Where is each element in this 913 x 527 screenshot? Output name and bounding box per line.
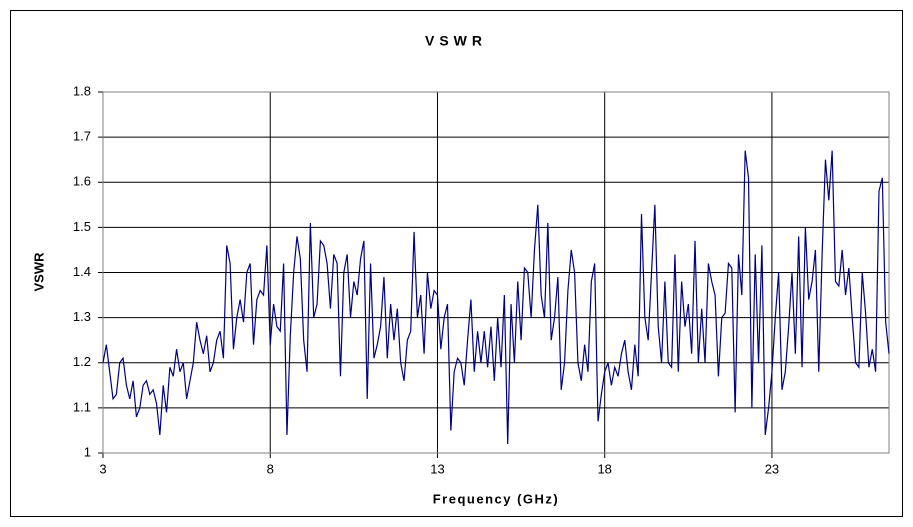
y-tick-label: 1.2 bbox=[73, 354, 91, 369]
y-tick-label: 1.1 bbox=[73, 399, 91, 414]
y-tick-label: 1.7 bbox=[73, 129, 91, 144]
x-tick-label: 23 bbox=[765, 461, 779, 476]
plot-border bbox=[102, 91, 890, 454]
y-axis-label: VSWR bbox=[31, 252, 46, 292]
data-line bbox=[102, 150, 890, 444]
y-tick-label: 1.8 bbox=[73, 83, 91, 98]
y-tick-label: 1.3 bbox=[73, 309, 91, 324]
y-tick-label: 1.6 bbox=[73, 174, 91, 189]
x-tick-label: 13 bbox=[430, 461, 444, 476]
x-tick-label: 18 bbox=[597, 461, 611, 476]
chart-border bbox=[10, 10, 903, 517]
y-tick-label: 1 bbox=[84, 444, 91, 459]
chart-title: VSWR bbox=[425, 33, 487, 49]
x-tick-label: 8 bbox=[267, 461, 274, 476]
y-tick-label: 1.5 bbox=[73, 219, 91, 234]
x-tick-label: 3 bbox=[99, 461, 106, 476]
x-axis-label: Frequency (GHz) bbox=[433, 491, 560, 506]
y-tick-label: 1.4 bbox=[73, 264, 91, 279]
